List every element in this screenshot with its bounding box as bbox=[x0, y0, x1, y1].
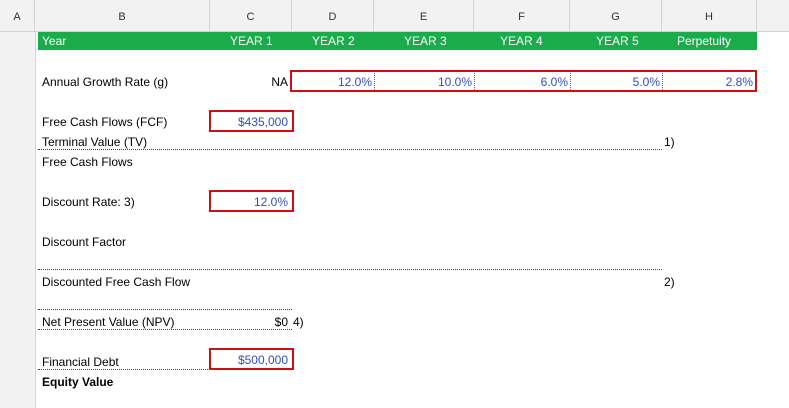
fcf-highlight bbox=[209, 110, 294, 132]
row-border bbox=[38, 309, 292, 310]
growth-rate-year3[interactable]: 10.0% bbox=[437, 75, 472, 89]
discount-factor-label: Discount Factor bbox=[42, 235, 127, 249]
column-header-g[interactable]: G bbox=[570, 0, 662, 31]
column-header-f[interactable]: F bbox=[474, 0, 570, 31]
year-header-band: Year YEAR 1 YEAR 2 YEAR 3 YEAR 4 YEAR 5 … bbox=[38, 32, 757, 50]
column-header-b[interactable]: B bbox=[35, 0, 210, 31]
band-year-label: Year bbox=[42, 34, 67, 48]
discount-rate-value[interactable]: 12.0% bbox=[253, 195, 288, 209]
financial-debt-value[interactable]: $500,000 bbox=[237, 353, 288, 367]
band-year3: YEAR 3 bbox=[404, 34, 447, 48]
discount-rate-highlight bbox=[209, 190, 294, 212]
band-year4: YEAR 4 bbox=[500, 34, 543, 48]
row-border bbox=[38, 369, 208, 370]
band-perpetuity: Perpetuity bbox=[677, 34, 732, 48]
growth-rate-year1[interactable]: NA bbox=[271, 75, 288, 89]
financial-debt-label: Financial Debt bbox=[42, 355, 119, 369]
financial-debt-highlight bbox=[209, 348, 294, 370]
row-border bbox=[38, 329, 292, 330]
terminal-value-label: Terminal Value (TV) bbox=[42, 135, 148, 149]
growth-rate-year4[interactable]: 6.0% bbox=[540, 75, 568, 89]
cell-divider bbox=[474, 73, 475, 90]
free-cash-flows-label: Free Cash Flows bbox=[42, 155, 133, 169]
band-year2: YEAR 2 bbox=[312, 34, 355, 48]
cell-divider bbox=[570, 73, 571, 90]
growth-rate-label: Annual Growth Rate (g) bbox=[42, 75, 169, 89]
equity-value-label: Equity Value bbox=[42, 375, 114, 389]
column-header-d[interactable]: D bbox=[292, 0, 374, 31]
cell-divider bbox=[374, 73, 375, 90]
discounted-fcf-note: 2) bbox=[664, 275, 675, 289]
growth-rate-year2[interactable]: 12.0% bbox=[337, 75, 372, 89]
npv-label: Net Present Value (NPV) bbox=[42, 315, 175, 329]
column-header-row: A B C D E F G H bbox=[0, 0, 789, 32]
npv-value[interactable]: $0 bbox=[274, 315, 288, 329]
discounted-fcf-label: Discounted Free Cash Flow bbox=[42, 275, 191, 289]
growth-rate-perpetuity[interactable]: 2.8% bbox=[725, 75, 753, 89]
npv-note: 4) bbox=[293, 315, 304, 329]
column-header-a[interactable]: A bbox=[0, 0, 35, 31]
discount-rate-label: Discount Rate: 3) bbox=[42, 195, 135, 209]
terminal-value-note: 1) bbox=[664, 135, 675, 149]
row-border bbox=[38, 149, 662, 150]
row-header-strip bbox=[0, 32, 36, 408]
row-border bbox=[38, 269, 662, 270]
growth-rate-highlight bbox=[290, 70, 757, 92]
column-header-h[interactable]: H bbox=[662, 0, 757, 31]
fcf-value[interactable]: $435,000 bbox=[237, 115, 288, 129]
band-year1: YEAR 1 bbox=[230, 34, 273, 48]
fcf-label: Free Cash Flows (FCF) bbox=[42, 115, 168, 129]
growth-rate-year5[interactable]: 5.0% bbox=[632, 75, 660, 89]
column-header-e[interactable]: E bbox=[374, 0, 474, 31]
cell-divider bbox=[662, 73, 663, 90]
band-year5: YEAR 5 bbox=[596, 34, 639, 48]
column-header-c[interactable]: C bbox=[210, 0, 292, 31]
